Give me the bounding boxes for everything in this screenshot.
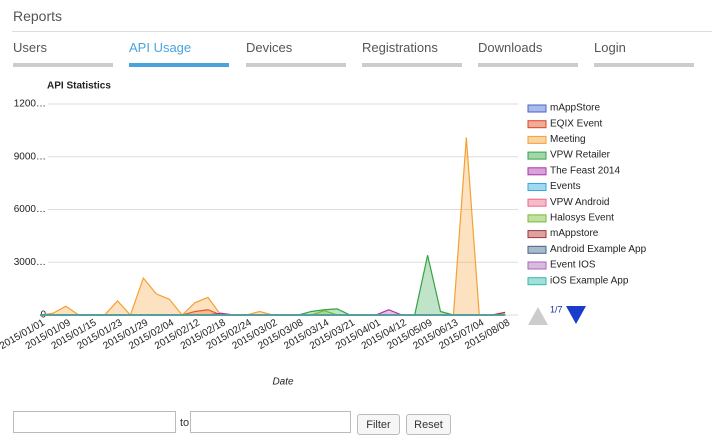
x-tick-label: 2015/03/21 [308,317,357,352]
filter-button[interactable]: Filter [357,414,400,435]
x-tick-label: 2015/01/29 [101,317,150,352]
legend-swatch [527,245,547,254]
x-tick-label: 2015/03/08 [256,317,305,352]
legend-label: VPW Android [550,197,609,208]
page-title: Reports [13,8,63,24]
line [40,311,506,316]
x-tick-label: 2015/02/18 [179,317,228,352]
area [40,309,506,315]
legend-label: Event IOS [550,260,596,271]
y-tick-label: 3000… [14,257,46,268]
y-tick-label: 0 [40,310,46,321]
legend-swatch [527,151,547,160]
separator: to [180,417,190,429]
x-tick-label: 2015/01/23 [75,317,124,352]
x-tick-label: 2015/06/13 [411,317,460,352]
pager-prev [528,307,548,325]
legend-label: Halosys Event [550,213,614,224]
line [40,309,506,316]
tab[interactable]: Login [594,40,694,67]
area [40,137,506,315]
x-tick-label: 2015/03/02 [231,317,280,352]
area [40,255,506,315]
x-tick-label: 2015/01/09 [24,317,73,352]
legend-label: Meeting [550,134,586,145]
legend-swatch [527,167,547,176]
area [40,310,506,315]
tab[interactable]: Downloads [478,40,578,67]
x-tick-label: 2015/04/01 [334,317,383,352]
tab[interactable]: Registrations [362,40,462,67]
reset-button[interactable]: Reset [406,414,451,435]
divider [12,31,712,32]
legend-swatch [527,183,547,191]
area [40,309,506,315]
y-tick-label: 6000… [14,204,46,215]
x-axis-label: Date [272,377,294,388]
x-tick-label: 2015/08/08 [463,317,512,352]
x-tick-label: 2015/03/14 [282,317,331,352]
legend-swatch [527,277,547,286]
y-tick-label: 9000… [14,151,46,162]
legend-label: Android Example App [550,244,647,255]
pager-label: 1/7 [550,304,563,314]
line [40,309,506,316]
legend-label: EQIX Event [550,118,602,129]
tab[interactable]: API Usage [129,40,229,67]
legend-label: Events [550,181,581,192]
x-tick-label: 2015/04/12 [360,317,409,352]
pager-next [566,306,586,324]
line [40,255,506,316]
to-input[interactable] [190,411,351,433]
legend-swatch [527,261,547,270]
legend-swatch [527,198,547,207]
x-tick-label: 2015/05/09 [386,317,435,352]
area [40,312,506,315]
legend-swatch [527,230,547,239]
legend-swatch [527,135,547,144]
legend-swatch [527,214,547,223]
legend-label: mAppStore [550,103,600,114]
tab[interactable]: Devices [246,40,346,67]
legend-label: mAppstore [550,228,599,239]
legend-swatch [527,104,547,113]
x-tick-label: 2015/01/15 [50,317,99,352]
from-input[interactable] [13,411,176,433]
x-tick-label: 2015/02/12 [153,317,202,352]
x-tick-label: 2015/07/04 [437,317,486,352]
x-tick-label: 2015/02/24 [205,317,254,352]
legend-label: iOS Example App [550,275,629,286]
legend-label: The Feast 2014 [550,165,620,176]
y-tick-label: 1200… [14,99,46,110]
legend-swatch [527,120,547,129]
line [40,309,506,316]
tab[interactable]: Users [13,40,113,67]
x-tick-label: 2015/02/04 [127,317,176,352]
x-tick-label: 2015/01/01 [0,317,47,352]
chart-title: API Statistics [47,81,111,92]
line [39,137,506,317]
legend-label: VPW Retailer [550,150,611,161]
